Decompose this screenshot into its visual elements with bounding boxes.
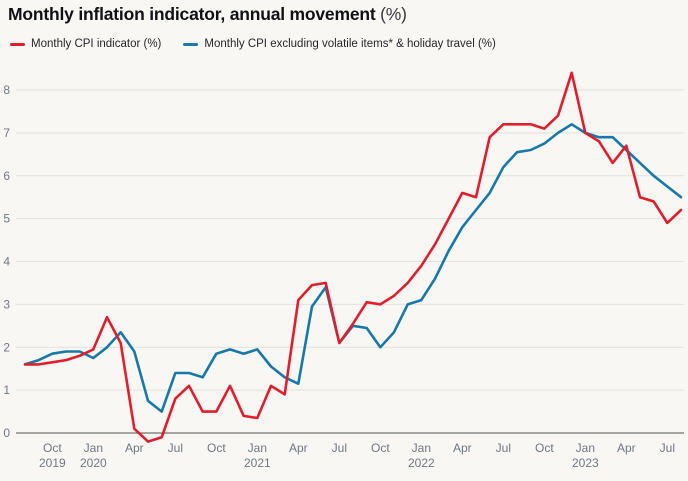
cpi-indicator-line xyxy=(23,71,683,443)
y-axis-tick-label: 2 xyxy=(3,340,10,354)
y-axis-tick-label: 0 xyxy=(3,426,10,440)
x-axis-month-label: Apr xyxy=(125,441,144,455)
chart-title-main: Monthly inflation indicator, annual move… xyxy=(8,4,376,24)
x-axis-month-label: Jan xyxy=(248,441,267,455)
gridlines: 0 1 2 3 4 5 6 7 8 xyxy=(3,83,684,440)
x-axis-year-label: 2019 xyxy=(39,456,66,470)
y-axis-tick-label: 5 xyxy=(3,212,10,226)
x-axis-month-label: Apr xyxy=(453,441,472,455)
y-axis-tick-label: 7 xyxy=(3,126,10,140)
x-axis-month-label: Jul xyxy=(496,441,511,455)
x-axis-month-label: Jan xyxy=(412,441,431,455)
x-axis-year-label: 2020 xyxy=(80,456,107,470)
chart-area: 0 1 2 3 4 5 6 7 8 Oct 2019 Jan 2020 Apr Jul Oct Jan 2021 A… xyxy=(0,60,688,476)
chart-title-unit: (%) xyxy=(380,4,407,24)
x-axis-year-label: 2023 xyxy=(572,456,599,470)
y-axis-tick-label: 1 xyxy=(3,383,10,397)
y-axis-tick-label: 3 xyxy=(3,297,10,311)
x-axis-month-label: Jul xyxy=(332,441,347,455)
cpi-excl-volatile-line xyxy=(23,123,683,413)
x-axis-month-label: Apr xyxy=(617,441,636,455)
blue-line-swatch-icon xyxy=(183,42,199,46)
legend-item-cpi-excl: Monthly CPI excluding volatile items* & … xyxy=(183,38,496,50)
x-axis-month-label: Jan xyxy=(576,441,595,455)
red-line-swatch-icon xyxy=(10,42,25,46)
x-axis-month-label: Oct xyxy=(43,441,62,455)
chart-title: Monthly inflation indicator, annual move… xyxy=(8,4,407,25)
x-axis-month-label: Oct xyxy=(371,441,390,455)
legend: Monthly CPI indicator (%) Monthly CPI ex… xyxy=(10,38,496,50)
x-axis-month-label: Oct xyxy=(535,441,554,455)
x-axis-year-label: 2022 xyxy=(408,456,435,470)
x-axis-year-label: 2021 xyxy=(244,456,271,470)
y-axis-tick-label: 4 xyxy=(3,255,10,269)
x-axis-month-label: Jul xyxy=(660,441,675,455)
legend-label-cpi-excl: Monthly CPI excluding volatile items* & … xyxy=(204,38,496,50)
x-axis-month-label: Apr xyxy=(289,441,308,455)
y-axis-tick-label: 8 xyxy=(3,83,10,97)
x-axis-month-label: Jan xyxy=(84,441,103,455)
x-axis-month-label: Jul xyxy=(168,441,183,455)
legend-item-cpi: Monthly CPI indicator (%) xyxy=(10,38,161,50)
x-axis-month-label: Oct xyxy=(207,441,226,455)
y-axis-tick-label: 6 xyxy=(3,169,10,183)
legend-label-cpi: Monthly CPI indicator (%) xyxy=(31,38,162,50)
